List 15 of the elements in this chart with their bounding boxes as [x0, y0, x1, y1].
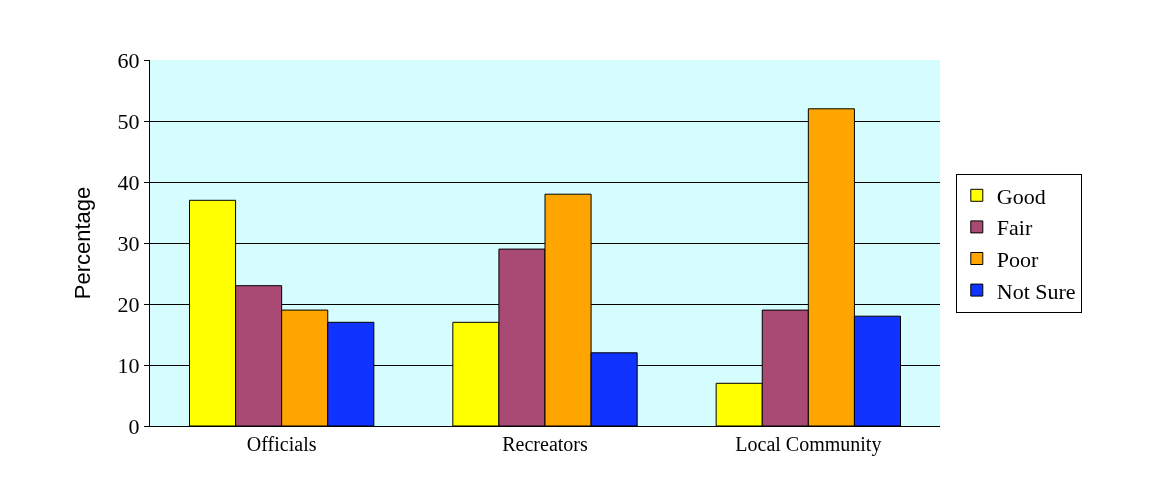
x-tick-label: Recreators — [502, 433, 588, 455]
legend-label: Good — [996, 183, 1046, 209]
y-tick-label: 0 — [128, 413, 140, 439]
x-tick-label: Officials — [246, 433, 317, 455]
y-axis-title: Percentage — [70, 186, 96, 300]
legend-label: Not Sure — [996, 278, 1076, 304]
y-tick-label: 20 — [117, 291, 140, 317]
x-tick-label: Local Community — [735, 433, 882, 456]
y-tick-label: 50 — [117, 108, 140, 134]
legend-label: Fair — [996, 215, 1033, 241]
y-tick-label: 40 — [117, 169, 140, 195]
legend-label: Poor — [996, 247, 1040, 273]
y-tick-label: 30 — [117, 230, 140, 256]
y-tick-label: 10 — [117, 352, 140, 378]
y-tick-label: 60 — [117, 47, 140, 73]
